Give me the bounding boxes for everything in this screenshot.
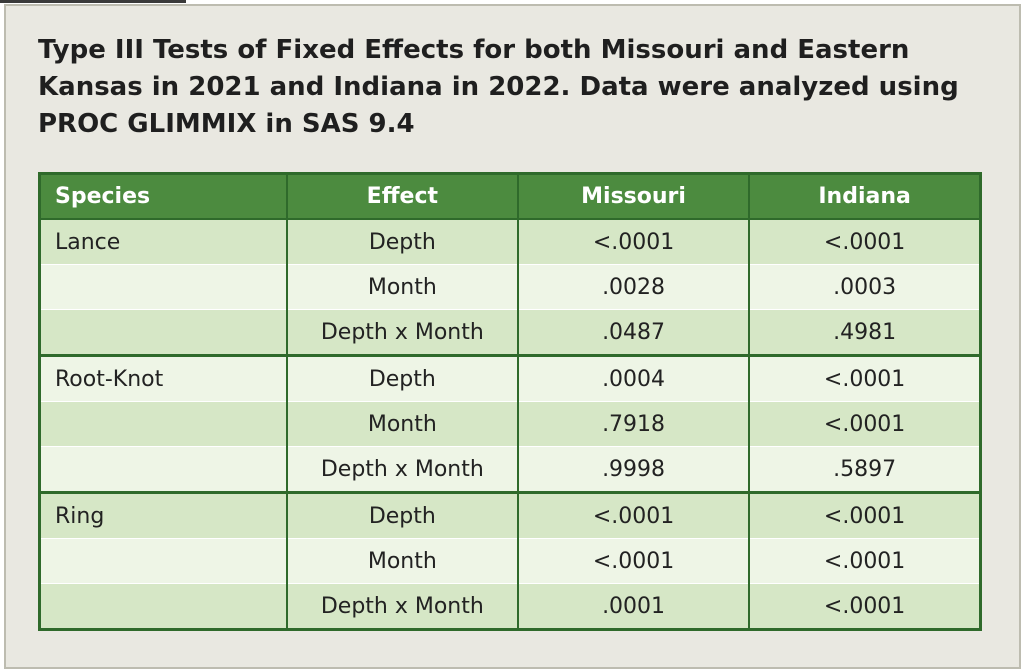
effect-cell: Month xyxy=(285,264,519,310)
effect-cell: Depth x Month xyxy=(285,446,519,493)
species-cell xyxy=(38,583,288,630)
table-row: Depth x Month .0001 <.0001 xyxy=(38,583,982,630)
p-value-cell: <.0001 xyxy=(516,218,751,265)
p-value-cell: .0001 xyxy=(516,583,751,630)
header-row: Species Effect Missouri Indiana xyxy=(38,172,982,220)
p-value-cell: <.0001 xyxy=(748,538,982,584)
rule xyxy=(0,0,186,3)
species-cell xyxy=(38,309,288,356)
p-value-cell: <.0001 xyxy=(748,354,982,402)
header-cell: Indiana xyxy=(748,172,982,220)
p-value-cell: <.0001 xyxy=(748,401,982,447)
table-row: Lance Depth <.0001 <.0001 xyxy=(38,218,982,265)
effect-cell: Depth xyxy=(285,218,519,265)
p-value-cell: <.0001 xyxy=(748,583,982,630)
effect-cell: Depth xyxy=(285,354,519,402)
p-value-cell: .4981 xyxy=(748,309,982,356)
effect-cell: Depth x Month xyxy=(285,309,519,356)
table-row: Depth x Month .9998.5897 xyxy=(38,446,982,493)
table-row: Month <.0001 <.0001 xyxy=(38,538,982,584)
table-row: Ring Depth <.0001 <.0001 xyxy=(38,491,982,539)
p-value-cell: .0487 xyxy=(516,309,751,356)
species-cell: Ring xyxy=(38,491,288,539)
header-cell: Species xyxy=(38,172,288,220)
species-cell xyxy=(38,401,288,447)
p-value-cell: .0004 xyxy=(516,354,751,402)
table-row: Month .7918 <.0001 xyxy=(38,401,982,447)
table-row: Root-Knot Depth .0004 <.0001 xyxy=(38,354,982,402)
p-value-cell: <.0001 xyxy=(516,538,751,584)
effect-cell: Depth x Month xyxy=(285,583,519,630)
title: Type III Tests of Fixed Effects for both… xyxy=(38,35,959,139)
effect-cell: Depth xyxy=(285,491,519,539)
data-table: Species Effect Missouri Indiana Lance Depth <… xyxy=(38,172,982,631)
header-cell: Missouri xyxy=(516,172,751,220)
species-cell xyxy=(38,264,288,310)
p-value-cell: <.0001 xyxy=(516,491,751,539)
p-value-cell: .7918 xyxy=(516,401,751,447)
p-value-cell: .9998 xyxy=(516,446,751,493)
effect-cell: Month xyxy=(285,538,519,584)
species-cell: Root-Knot xyxy=(38,354,288,402)
p-value-cell: <.0001 xyxy=(748,491,982,539)
p-value-cell: <.0001 xyxy=(748,218,982,265)
table-row: Depth x Month .0487.4981 xyxy=(38,309,982,356)
species-cell: Lance xyxy=(38,218,288,265)
table-row: Month .0028.0003 xyxy=(38,264,982,310)
p-value-cell: .0028 xyxy=(516,264,751,310)
species-cell xyxy=(38,538,288,584)
p-value-cell: .5897 xyxy=(748,446,982,493)
species-cell xyxy=(38,446,288,493)
effect-cell: Month xyxy=(285,401,519,447)
header-cell: Effect xyxy=(285,172,519,220)
p-value-cell: .0003 xyxy=(748,264,982,310)
